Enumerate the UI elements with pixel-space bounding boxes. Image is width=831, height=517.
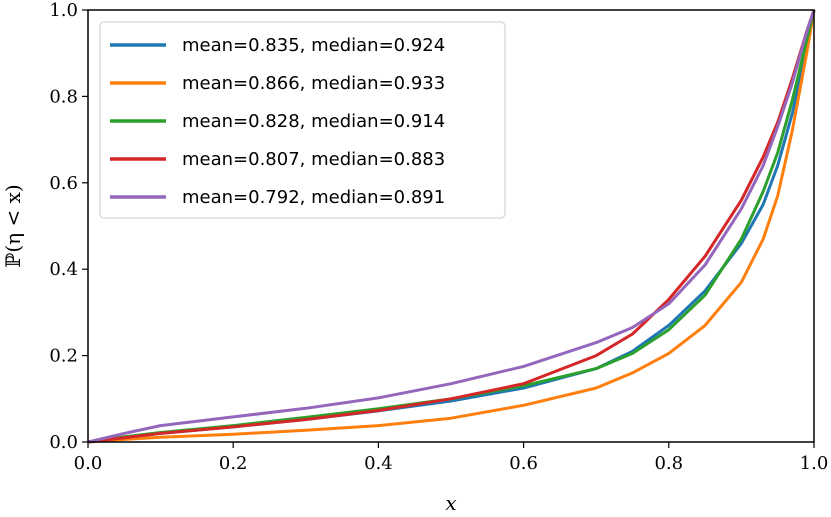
legend-items: mean=0.835, median=0.924 mean=0.866, medi…	[110, 35, 445, 208]
series-line-5	[87, 9, 816, 444]
y-tick-label: 0.2	[49, 346, 78, 367]
y-axis-label: ℙ(η < x)	[1, 184, 25, 267]
plot-frame	[87, 9, 815, 443]
legend-label: mean=0.835, median=0.924	[182, 35, 445, 56]
legend-label: mean=0.807, median=0.883	[182, 149, 445, 170]
legend-label: mean=0.828, median=0.914	[182, 111, 445, 132]
y-tick-label: 1.0	[49, 0, 78, 21]
legend: mean=0.835, median=0.924 mean=0.866, medi…	[99, 21, 506, 219]
y-tick-label: 0.8	[49, 86, 78, 107]
series-line-2	[87, 9, 816, 444]
x-tick-label: 1.0	[800, 453, 829, 474]
x-axis: 0.0 0.2 0.4 0.6 0.8 1.0	[74, 442, 829, 474]
x-tick-label: 0.4	[364, 453, 393, 474]
y-tick-label: 0.4	[49, 259, 78, 280]
y-tick-label: 0.6	[49, 173, 78, 194]
series-layer	[87, 9, 816, 444]
plot-area	[87, 9, 816, 444]
y-axis: 0.0 0.2 0.4 0.6 0.8 1.0	[49, 0, 88, 453]
x-tick-label: 0.6	[509, 453, 538, 474]
legend-label: mean=0.792, median=0.891	[182, 187, 445, 208]
legend-label: mean=0.866, median=0.933	[182, 73, 445, 94]
y-tick-label: 0.0	[49, 432, 78, 453]
x-tick-label: 0.8	[654, 453, 683, 474]
legend-box	[99, 21, 506, 219]
x-axis-label: x	[445, 491, 456, 515]
x-tick-label: 0.2	[219, 453, 248, 474]
x-tick-label: 0.0	[74, 453, 103, 474]
